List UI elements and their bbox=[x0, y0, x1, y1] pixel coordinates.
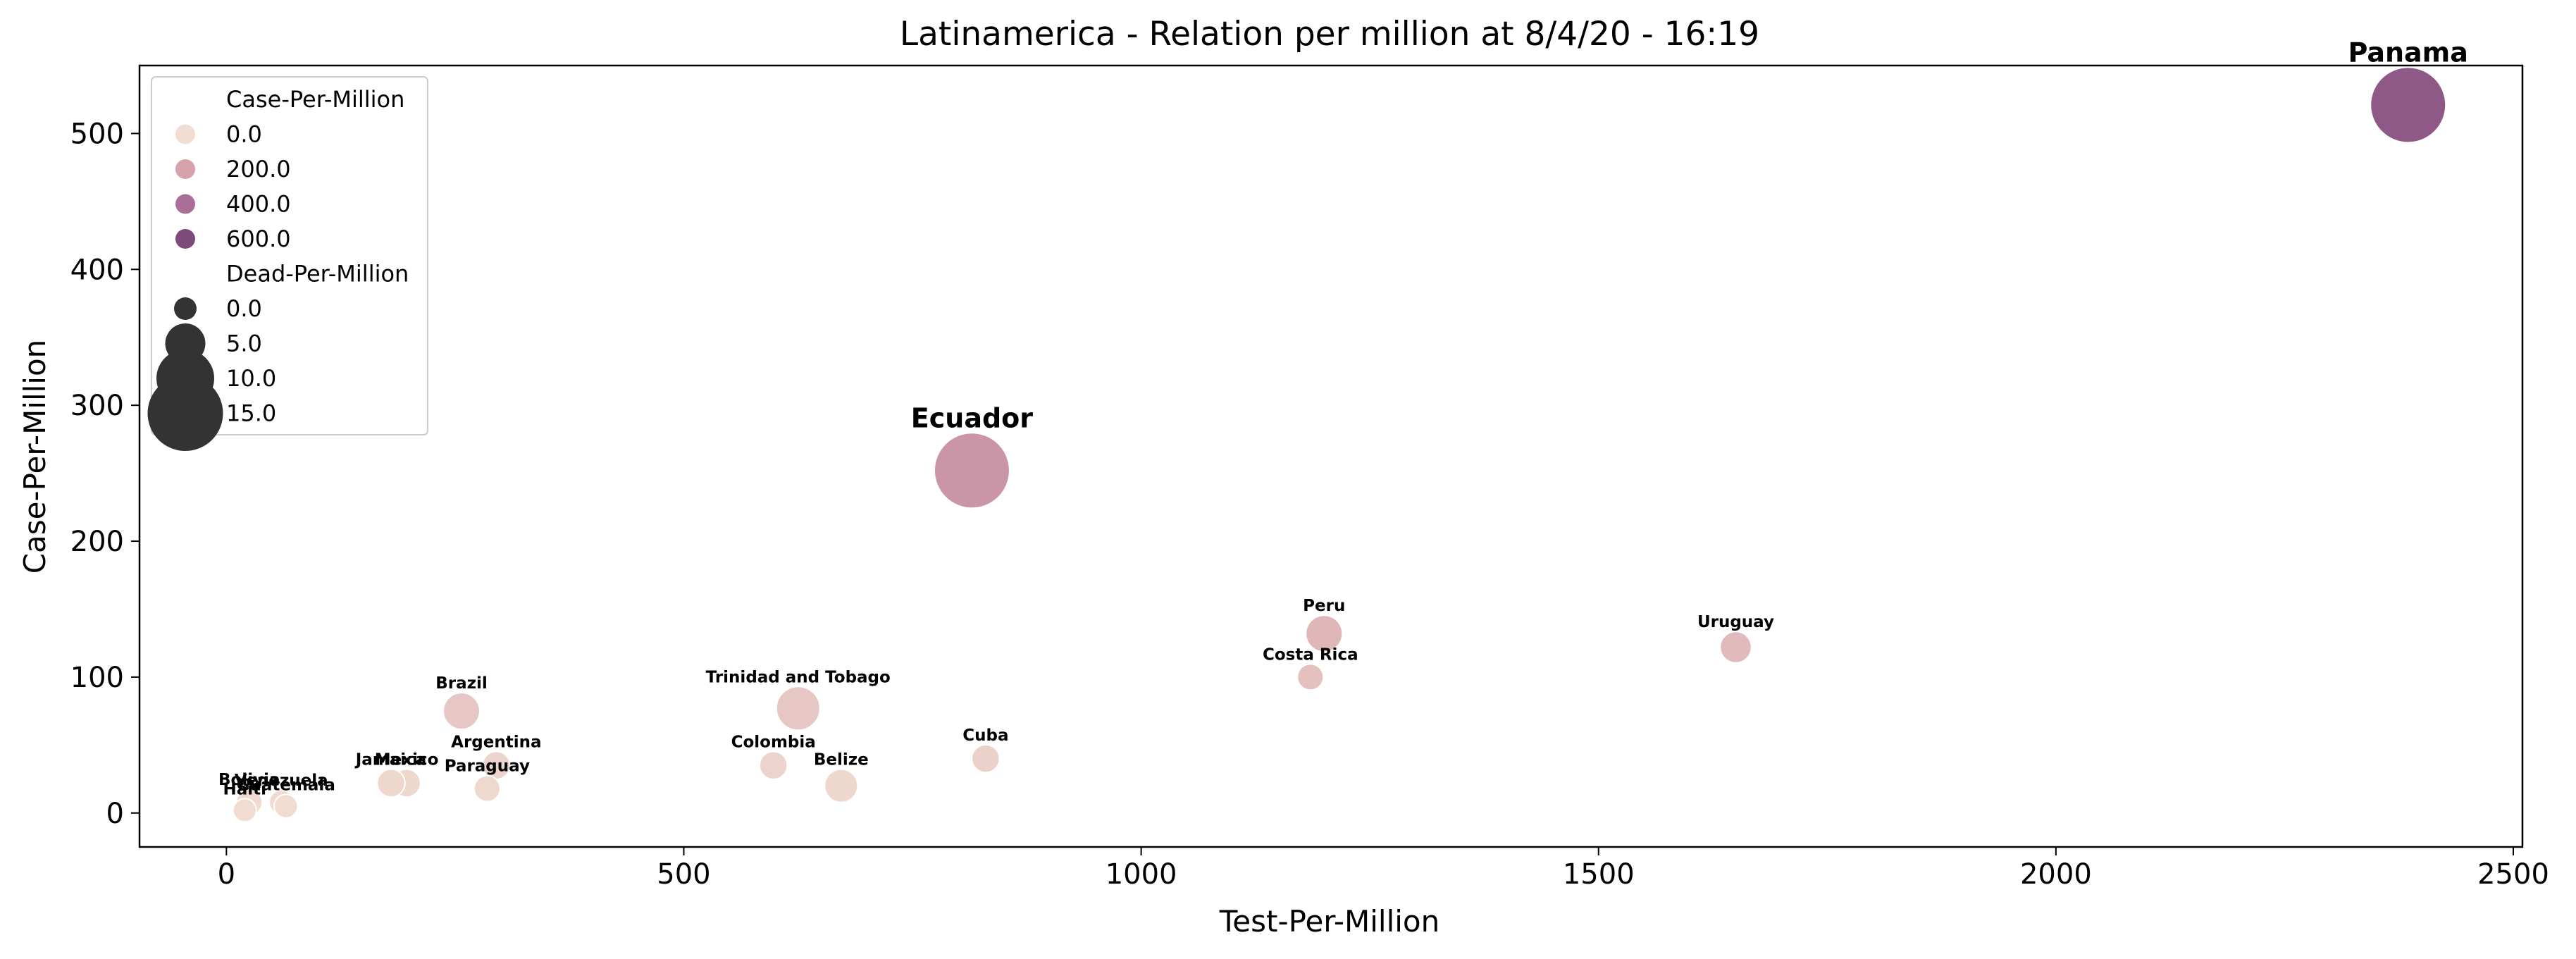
point-label-argentina: Argentina bbox=[451, 734, 541, 752]
point-label-costa-rica: Costa Rica bbox=[1263, 645, 1358, 664]
point-haiti bbox=[232, 798, 257, 823]
axes: 0 500 1000 1500 2000 2500 0 100 200 300 400 500 bbox=[70, 64, 2549, 891]
point-label-peru: Peru bbox=[1303, 597, 1345, 615]
point-label-trinidad-and-tobago: Trinidad and Tobago bbox=[706, 668, 891, 686]
x-tick-label-2500: 2500 bbox=[2477, 858, 2549, 891]
y-tick-label-200: 200 bbox=[70, 526, 124, 558]
plot-frame bbox=[138, 64, 2524, 848]
x-tick-label-0: 0 bbox=[218, 858, 235, 891]
point-jamaica bbox=[376, 768, 406, 798]
point-panama bbox=[2370, 66, 2447, 144]
point-label-venezuela: Venezuela bbox=[235, 772, 328, 790]
x-axis-label: Test-Per-Million bbox=[1219, 904, 1440, 939]
point-label-paraguay: Paraguay bbox=[445, 757, 530, 776]
legend-size-label-0.0: 0.0 bbox=[226, 295, 262, 322]
x-tick-label-2000: 2000 bbox=[2020, 858, 2092, 891]
legend-hue-label-200.0: 200.0 bbox=[226, 156, 291, 182]
point-label-jamaica: Jamaica bbox=[354, 751, 427, 769]
y-tick-label-400: 400 bbox=[70, 254, 124, 286]
x-tick-label-1000: 1000 bbox=[1106, 858, 1177, 891]
point-trinidad-and-tobago bbox=[775, 686, 821, 731]
y-axis-label: Case-Per-Million bbox=[18, 340, 52, 574]
point-belize bbox=[824, 768, 859, 803]
point-label-cuba: Cuba bbox=[962, 726, 1008, 745]
legend-hue-label-600.0: 600.0 bbox=[226, 225, 291, 252]
legend-hue-label-400.0: 400.0 bbox=[226, 191, 291, 218]
point-colombia bbox=[758, 750, 788, 781]
legend-hue-title: Case-Per-Million bbox=[226, 86, 404, 113]
point-guatemala bbox=[273, 793, 299, 819]
legend-hue-marker-400.0 bbox=[175, 194, 195, 214]
point-label-brazil: Brazil bbox=[435, 674, 488, 693]
point-label-haiti: Haiti bbox=[223, 780, 267, 798]
legend-hue-marker-600.0 bbox=[175, 229, 195, 249]
y-tick-label-300: 300 bbox=[70, 390, 124, 422]
point-brazil bbox=[442, 692, 481, 731]
legend-hue-marker-0.0 bbox=[175, 124, 195, 144]
legend-box bbox=[151, 76, 428, 435]
x-tick-label-500: 500 bbox=[657, 858, 710, 891]
point-label-ecuador: Ecuador bbox=[911, 402, 1033, 433]
point-label-mexico: Mexico bbox=[375, 751, 439, 769]
legend-hue-marker-200.0 bbox=[175, 159, 195, 179]
x-tick-label-1500: 1500 bbox=[1563, 858, 1635, 891]
legend: Case-Per-Million 0.0 200.0 400.0 600.0 Dead-P… bbox=[147, 76, 428, 451]
point-cuba bbox=[971, 743, 1001, 774]
data-points bbox=[232, 66, 2447, 823]
point-label-uruguay: Uruguay bbox=[1697, 613, 1774, 631]
point-paraguay bbox=[473, 774, 501, 803]
point-ecuador bbox=[933, 432, 1010, 509]
legend-size-title: Dead-Per-Million bbox=[226, 261, 409, 287]
legend-size-label-5.0: 5.0 bbox=[226, 330, 262, 357]
point-label-bolivia: Bolivia bbox=[218, 771, 280, 789]
point-uruguay bbox=[1719, 631, 1752, 664]
point-label-guatemala: Guatemala bbox=[237, 776, 335, 794]
y-tick-label-0: 0 bbox=[106, 798, 124, 830]
y-tick-label-100: 100 bbox=[70, 662, 124, 694]
chart-title: Latinamerica - Relation per million at 8… bbox=[900, 15, 1759, 54]
legend-size-label-10.0: 10.0 bbox=[226, 365, 276, 392]
legend-size-marker-0.0 bbox=[174, 297, 197, 320]
legend-size-label-15.0: 15.0 bbox=[226, 400, 276, 427]
point-label-belize: Belize bbox=[814, 751, 869, 769]
data-labels: Panama Ecuador Peru Costa Rica Uruguay Brazil… bbox=[218, 37, 2468, 798]
point-label-panama: Panama bbox=[2348, 37, 2468, 68]
y-tick-label-500: 500 bbox=[70, 118, 124, 150]
point-peru bbox=[1305, 614, 1344, 653]
point-label-colombia: Colombia bbox=[731, 734, 816, 752]
legend-size-marker-15.0 bbox=[147, 376, 223, 451]
point-costa-rica bbox=[1296, 663, 1325, 691]
legend-hue-label-0.0: 0.0 bbox=[226, 121, 262, 148]
